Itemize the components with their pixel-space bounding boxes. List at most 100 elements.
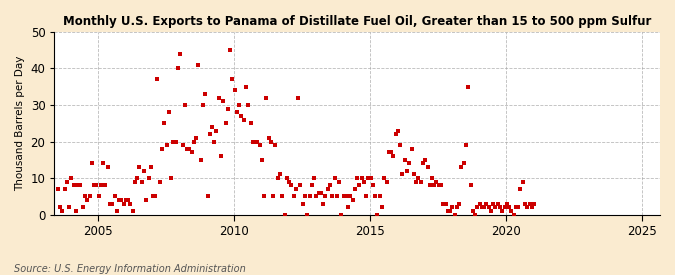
Point — [508, 212, 519, 217]
Point — [180, 103, 190, 107]
Text: Source: U.S. Energy Information Administration: Source: U.S. Energy Information Administ… — [14, 264, 245, 274]
Point — [358, 180, 369, 184]
Point — [96, 183, 107, 188]
Point — [415, 180, 426, 184]
Point — [173, 66, 184, 71]
Point — [370, 194, 381, 199]
Point — [209, 139, 219, 144]
Point — [368, 183, 379, 188]
Point — [111, 209, 122, 213]
Point — [472, 205, 483, 210]
Point — [270, 143, 281, 147]
Point — [490, 205, 501, 210]
Point — [388, 154, 399, 158]
Point — [343, 205, 354, 210]
Point — [300, 194, 310, 199]
Point — [116, 198, 127, 202]
Point — [513, 205, 524, 210]
Point — [315, 191, 326, 195]
Point — [413, 176, 424, 180]
Point — [408, 172, 419, 177]
Point — [150, 194, 161, 199]
Point — [383, 150, 394, 155]
Point — [157, 147, 167, 151]
Point — [329, 176, 340, 180]
Point — [136, 180, 147, 184]
Point — [290, 187, 301, 191]
Point — [375, 194, 385, 199]
Point — [263, 136, 274, 140]
Point — [59, 187, 70, 191]
Point — [463, 84, 474, 89]
Point — [445, 209, 456, 213]
Point — [418, 161, 429, 166]
Point — [223, 106, 234, 111]
Point — [256, 158, 267, 162]
Point — [127, 209, 138, 213]
Point — [506, 209, 516, 213]
Point — [134, 165, 145, 169]
Point — [125, 201, 136, 206]
Point — [456, 165, 467, 169]
Point — [277, 194, 288, 199]
Point — [526, 205, 537, 210]
Point — [252, 139, 263, 144]
Point — [395, 143, 406, 147]
Point — [422, 165, 433, 169]
Point — [479, 205, 489, 210]
Point — [488, 201, 499, 206]
Point — [288, 194, 299, 199]
Point — [91, 183, 102, 188]
Point — [438, 201, 449, 206]
Point — [390, 132, 401, 136]
Point — [236, 114, 247, 118]
Point — [250, 139, 261, 144]
Point — [524, 201, 535, 206]
Point — [265, 139, 276, 144]
Point — [168, 139, 179, 144]
Point — [191, 136, 202, 140]
Point — [515, 187, 526, 191]
Point — [93, 194, 104, 199]
Point — [385, 150, 396, 155]
Point — [218, 99, 229, 104]
Point — [286, 183, 297, 188]
Point — [495, 205, 506, 210]
Point — [322, 187, 333, 191]
Point — [311, 194, 322, 199]
Point — [352, 176, 362, 180]
Point — [220, 121, 231, 125]
Point — [517, 180, 528, 184]
Point — [107, 201, 117, 206]
Point — [411, 180, 422, 184]
Point — [145, 165, 156, 169]
Point — [121, 198, 132, 202]
Point — [188, 139, 199, 144]
Point — [431, 180, 442, 184]
Point — [193, 63, 204, 67]
Point — [175, 52, 186, 56]
Point — [435, 183, 446, 188]
Point — [361, 194, 372, 199]
Title: Monthly U.S. Exports to Panama of Distillate Fuel Oil, Greater than 15 to 500 pp: Monthly U.S. Exports to Panama of Distil… — [63, 15, 651, 28]
Point — [340, 194, 351, 199]
Point — [100, 183, 111, 188]
Point — [230, 88, 240, 93]
Point — [155, 180, 165, 184]
Point — [393, 128, 404, 133]
Point — [356, 176, 367, 180]
Point — [404, 161, 414, 166]
Point — [345, 194, 356, 199]
Point — [240, 84, 251, 89]
Point — [302, 212, 313, 217]
Point — [259, 194, 269, 199]
Point — [427, 176, 437, 180]
Point — [420, 158, 431, 162]
Point — [234, 103, 244, 107]
Point — [365, 176, 376, 180]
Point — [202, 194, 213, 199]
Point — [325, 183, 335, 188]
Point — [402, 169, 412, 173]
Point — [109, 194, 120, 199]
Point — [61, 180, 72, 184]
